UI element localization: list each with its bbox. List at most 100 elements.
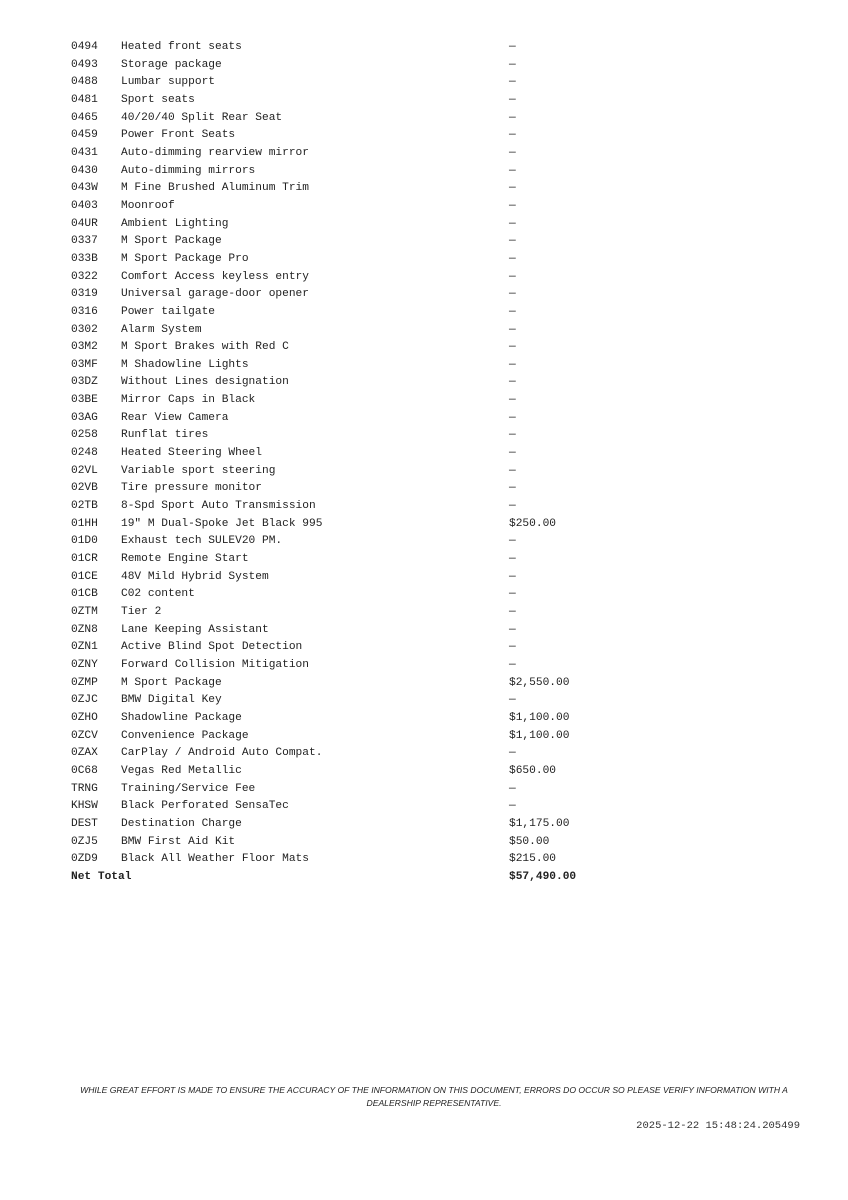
option-price: —: [509, 129, 516, 142]
option-description: M Fine Brushed Aluminum Trim: [121, 182, 309, 195]
option-code: 0ZTM: [71, 606, 98, 618]
option-price: —: [509, 500, 516, 513]
option-price: —: [509, 93, 516, 106]
option-description: Power tailgate: [121, 305, 215, 318]
option-code: 01D0: [71, 535, 98, 548]
option-price: —: [509, 570, 516, 583]
option-code: 0494: [71, 41, 98, 53]
option-description: Black Perforated SensaTec: [121, 800, 289, 813]
option-price: $1,100.00: [509, 729, 570, 742]
option-price: —: [509, 588, 516, 601]
option-description: M Sport Package: [121, 676, 222, 689]
option-code: 0337: [71, 235, 98, 248]
option-price: —: [509, 782, 516, 795]
option-description: Remote Engine Start: [121, 553, 249, 566]
option-description: 40/20/40 Split Rear Seat: [121, 111, 283, 124]
option-description: 19" M Dual-Spoke Jet Black 995: [121, 517, 323, 530]
option-code: 0ZHO: [71, 711, 98, 724]
option-code: 0322: [71, 270, 98, 283]
option-description: Destination Charge: [121, 817, 242, 830]
option-code: 0ZD9: [71, 853, 98, 866]
option-description: 8-Spd Sport Auto Transmission: [121, 500, 316, 513]
option-description: Variable sport steering: [121, 464, 276, 477]
option-price: —: [509, 606, 516, 618]
option-price: —: [509, 464, 516, 477]
option-code: 0430: [71, 164, 98, 177]
option-description: Tire pressure monitor: [121, 482, 262, 495]
option-code: DEST: [71, 817, 98, 830]
net-total-value: $57,490.00: [509, 870, 577, 883]
option-code: 03BE: [71, 394, 98, 407]
option-description: Lumbar support: [121, 76, 215, 89]
option-code: 0258: [71, 429, 98, 442]
option-code: 01CB: [71, 588, 98, 601]
option-price: —: [509, 411, 516, 424]
option-code: 02VB: [71, 482, 98, 495]
option-code: 0ZN8: [71, 623, 98, 636]
option-price: —: [509, 323, 516, 336]
net-total-label: Net Total: [71, 870, 132, 883]
option-description: Heated front seats: [121, 41, 242, 53]
option-code: 033B: [71, 252, 98, 265]
disclaimer: WHILE GREAT EFFORT IS MADE TO ENSURE THE…: [60, 1084, 808, 1110]
option-description: M Shadowline Lights: [121, 358, 249, 371]
option-price: —: [509, 146, 516, 159]
option-price: —: [509, 235, 516, 248]
option-price: —: [509, 747, 516, 760]
option-price: —: [509, 447, 516, 460]
option-price: —: [509, 217, 516, 230]
option-price: —: [509, 394, 516, 407]
option-price: $215.00: [509, 853, 556, 866]
option-code: KHSW: [71, 800, 98, 813]
option-price: —: [509, 41, 516, 53]
option-code: 0403: [71, 199, 98, 212]
option-price: $650.00: [509, 764, 556, 777]
option-price: —: [509, 76, 516, 89]
option-code: 0488: [71, 76, 98, 89]
option-code: 0ZAX: [71, 747, 98, 760]
option-code: 01HH: [71, 517, 98, 530]
option-description: Without Lines designation: [121, 376, 289, 389]
option-description: Runflat tires: [121, 429, 209, 442]
option-code: 0319: [71, 288, 98, 301]
disclaimer-line: WHILE GREAT EFFORT IS MADE TO ENSURE THE…: [80, 1085, 788, 1095]
option-description: Storage package: [121, 58, 222, 71]
option-description: BMW First Aid Kit: [121, 835, 236, 848]
option-price: —: [509, 658, 516, 671]
option-price: —: [509, 535, 516, 548]
option-price: —: [509, 623, 516, 636]
option-price: —: [509, 429, 516, 442]
option-code: 0431: [71, 146, 98, 159]
option-code: 01CE: [71, 570, 98, 583]
option-description: Black All Weather Floor Mats: [121, 853, 309, 866]
option-code: 02VL: [71, 464, 98, 477]
timestamp: 2025-12-22 15:48:24.205499: [636, 1120, 800, 1132]
option-price: $1,100.00: [509, 711, 570, 724]
option-description: Ambient Lighting: [121, 217, 229, 230]
option-description: Forward Collision Mitigation: [121, 658, 309, 671]
option-description: Active Blind Spot Detection: [121, 641, 303, 654]
option-code: 0481: [71, 93, 98, 106]
option-description: Auto-dimming mirrors: [121, 164, 256, 177]
option-description: Shadowline Package: [121, 711, 242, 724]
option-description: Comfort Access keyless entry: [121, 270, 309, 283]
option-price: $250.00: [509, 517, 556, 530]
option-price: —: [509, 164, 516, 177]
option-code: 04UR: [71, 217, 98, 230]
option-price: —: [509, 199, 516, 212]
option-code: 0ZN1: [71, 641, 98, 654]
option-price: —: [509, 641, 516, 654]
option-description: CarPlay / Android Auto Compat.: [121, 747, 323, 760]
option-description: Training/Service Fee: [121, 782, 256, 795]
option-price: $2,550.00: [509, 676, 570, 689]
disclaimer-line: DEALERSHIP REPRESENTATIVE.: [366, 1098, 502, 1108]
option-code: 043W: [71, 182, 98, 195]
option-price: —: [509, 305, 516, 318]
option-code: 0ZCV: [71, 729, 98, 742]
option-code: 0465: [71, 111, 98, 124]
option-code: 03DZ: [71, 376, 98, 389]
option-description: Vegas Red Metallic: [121, 764, 242, 777]
option-description: Exhaust tech SULEV20 PM.: [121, 535, 283, 548]
option-code: 0248: [71, 447, 98, 460]
option-description: M Sport Package Pro: [121, 252, 249, 265]
